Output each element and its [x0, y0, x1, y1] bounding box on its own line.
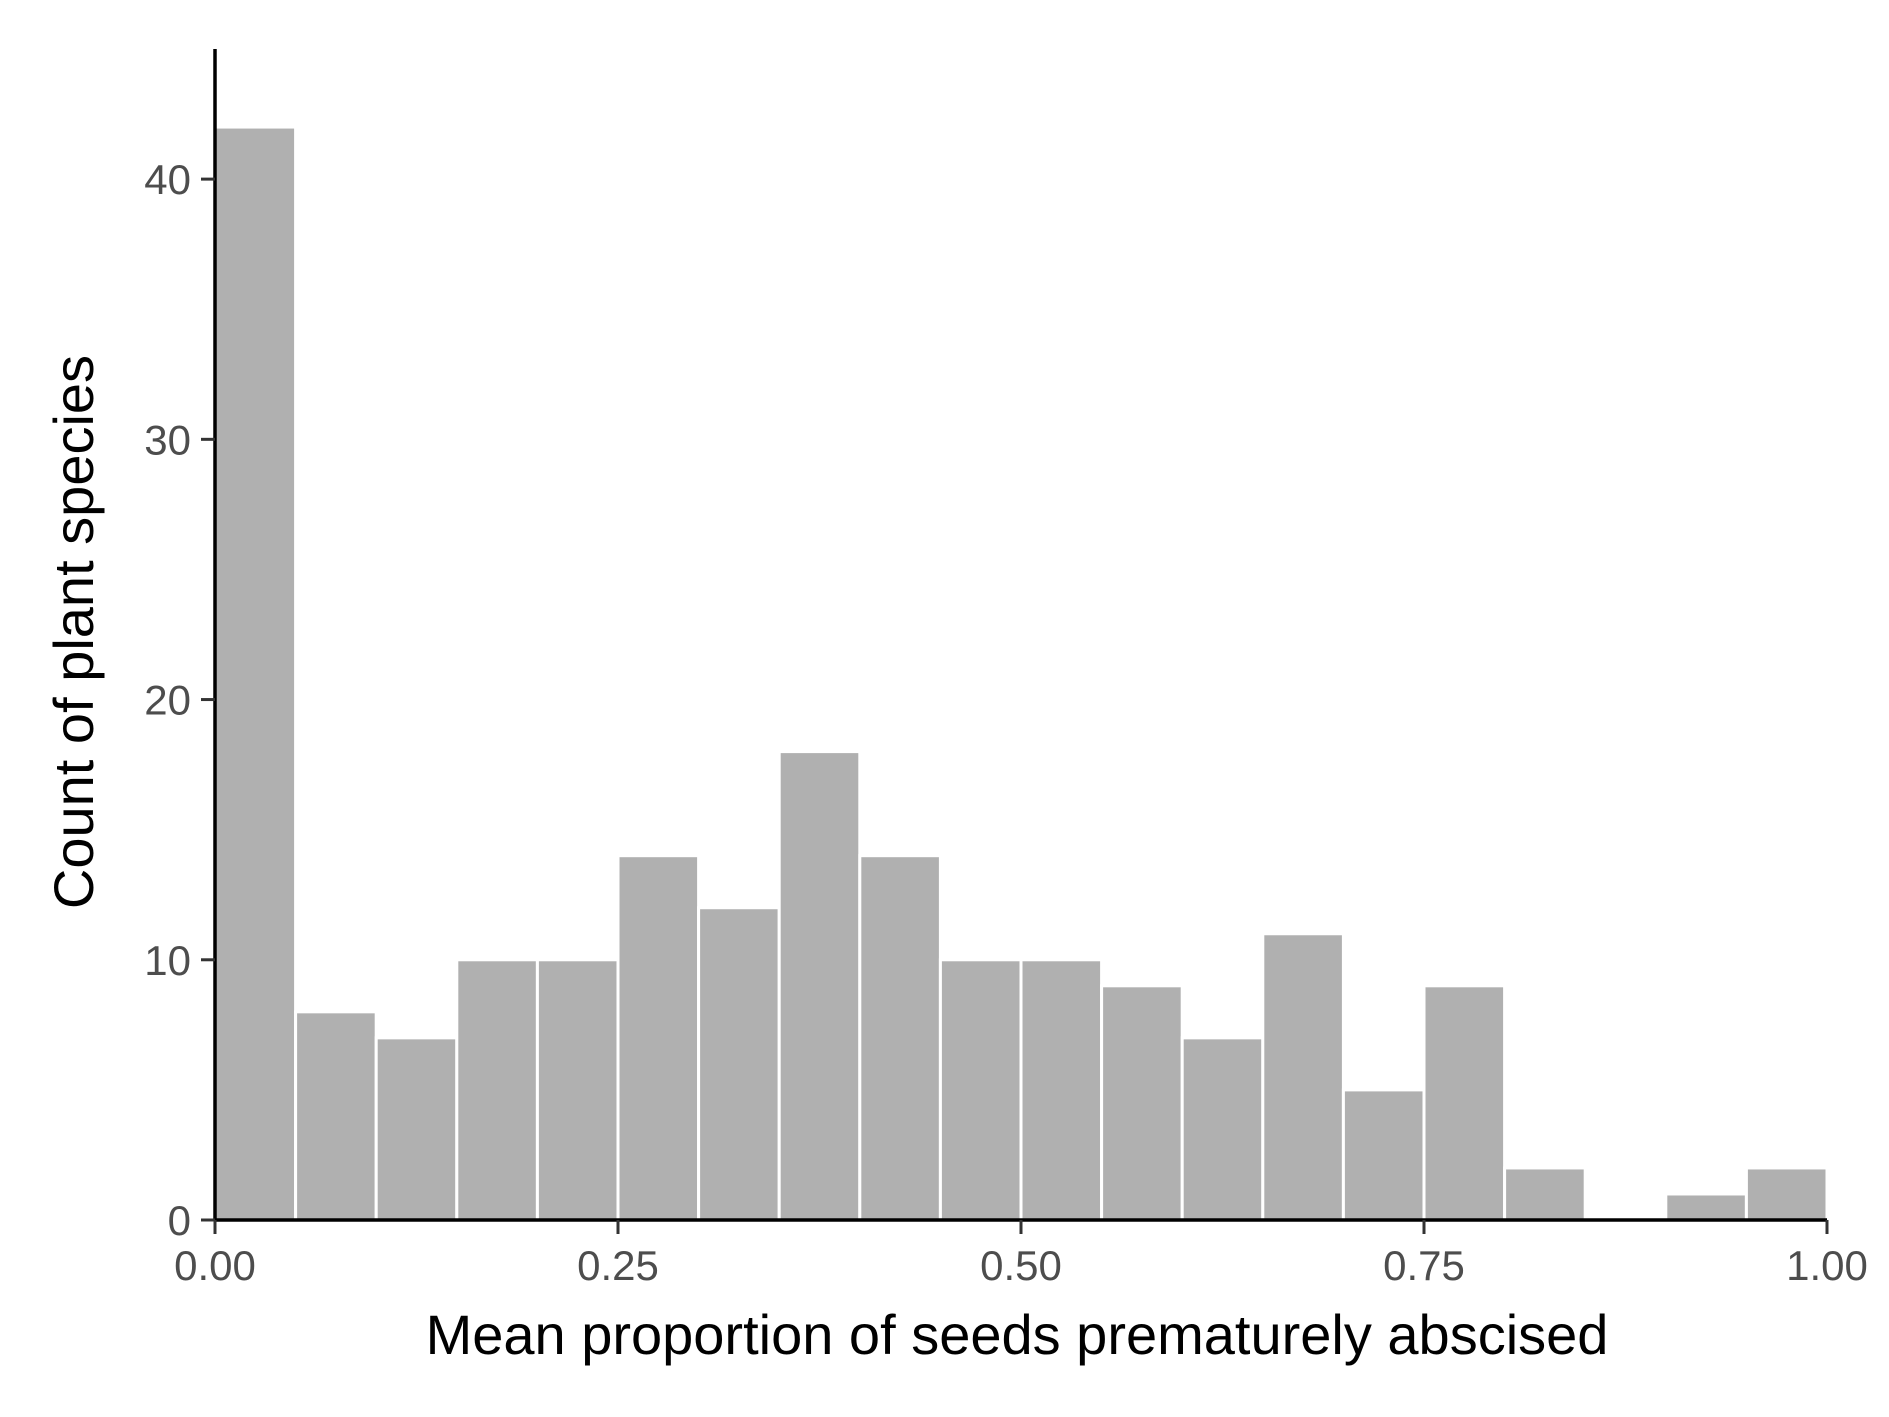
- histogram-bar-14: [1341, 1088, 1426, 1222]
- histogram-bar-4: [535, 958, 620, 1222]
- histogram-bar-15: [1422, 984, 1507, 1222]
- x-tick-label: 0.50: [980, 1242, 1062, 1289]
- x-tick-label: 0.25: [577, 1242, 659, 1289]
- y-tick-label: 30: [144, 416, 191, 463]
- x-tick-label: 1.00: [1786, 1242, 1868, 1289]
- x-tick-label: 0.75: [1383, 1242, 1465, 1289]
- histogram-bar-16: [1503, 1166, 1587, 1222]
- histogram-bar-11: [1100, 984, 1184, 1222]
- histogram-bar-1: [294, 1010, 378, 1222]
- x-axis-title: Mean proportion of seeds prematurely abs…: [426, 1303, 1609, 1366]
- histogram-bar-13: [1261, 932, 1345, 1222]
- histogram-bar-6: [697, 906, 781, 1222]
- ticks-layer: 0 10 20 30 40 0.00 0.25 0.50 0.75 1.00: [144, 156, 1868, 1289]
- y-tick-label: 20: [144, 677, 191, 724]
- histogram-bar-8: [858, 854, 942, 1222]
- histogram-bar-0: [213, 125, 298, 1222]
- y-tick-label: 40: [144, 156, 191, 203]
- histogram-bar-19: [1744, 1166, 1829, 1222]
- y-tick-label: 0: [168, 1197, 191, 1244]
- histogram-bar-18: [1664, 1192, 1748, 1222]
- y-axis-title: Count of plant species: [42, 355, 105, 909]
- histogram-bar-10: [1019, 958, 1104, 1222]
- histogram-bar-2: [374, 1036, 459, 1222]
- histogram-bar-7: [777, 750, 862, 1222]
- histogram-bar-12: [1180, 1036, 1265, 1222]
- y-tick-label: 10: [144, 937, 191, 984]
- histogram-bar-5: [616, 854, 701, 1222]
- x-tick-label: 0.00: [174, 1242, 256, 1289]
- histogram-bar-9: [938, 958, 1023, 1222]
- bars-layer: [213, 125, 1829, 1222]
- histogram-bar-3: [455, 958, 539, 1222]
